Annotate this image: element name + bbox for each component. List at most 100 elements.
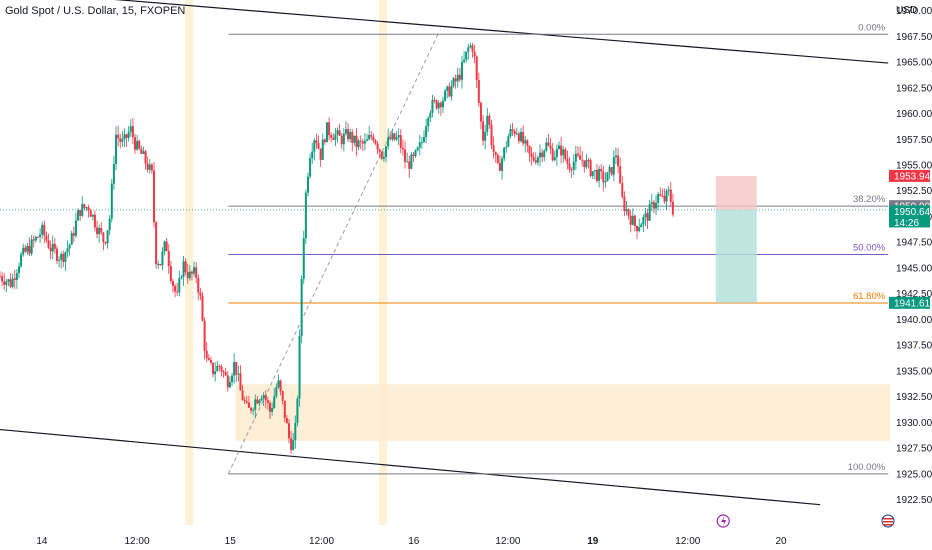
symbol-title[interactable]: Gold Spot / U.S. Dollar, 15, FXOPEN [5,5,186,17]
candle-body [576,153,579,156]
candle-body [121,139,124,142]
candle-body [195,267,198,278]
candle-body [355,135,358,148]
candle-body [344,129,347,134]
candle-body [74,220,77,236]
candle-body [363,140,366,144]
candle-body [501,158,504,171]
candle-body [271,407,274,412]
fib-label-6180: 61.80% [853,291,886,302]
candle-body [566,158,569,164]
candle-body [581,159,584,161]
fib-label-5000: 50.00% [853,243,886,254]
candles-group [0,42,674,454]
channel-upper-line [114,0,889,64]
candle-body [129,126,132,132]
candle-body [446,86,449,91]
candle-body [454,78,457,82]
candle-body [100,227,103,233]
candle-body [507,136,510,147]
flag-icon-stripe-3 [883,524,893,526]
target-price-tag-bg [889,296,930,309]
candle-body [610,167,613,175]
candle-body [431,100,434,113]
candle-body [11,278,14,287]
candle-body [395,137,398,140]
candle-body [621,183,624,197]
candle-body [290,438,293,450]
candle-body [562,149,565,156]
candle-body [564,149,567,159]
candle-body [148,164,151,170]
y-tick-label: 1945.00 [896,263,932,274]
candle-body [349,132,352,140]
candle-body [389,137,392,140]
candle-body [7,279,10,282]
candle-body [376,143,379,150]
candle-body [207,358,210,360]
candle-body [614,155,617,158]
candle-body [66,248,69,253]
candle-body [317,143,320,149]
candle-body [619,166,622,184]
candle-body [511,129,514,131]
candle-body [93,214,96,228]
candle-body [70,233,73,245]
candle-body [41,224,44,235]
candle-body [53,243,56,249]
candle-body [264,395,267,401]
candle-body [32,239,35,241]
candle-body [549,145,552,149]
candle-body [150,164,153,171]
candle-body [169,265,172,281]
currency-label: USD [896,5,918,16]
stop-price-tag: 1953.94 [894,171,931,182]
y-tick-label: 1947.50 [896,238,932,249]
y-tick-label: 1932.50 [896,392,932,403]
candle-body [199,292,202,296]
candle-body [593,170,596,172]
candle-body [667,189,670,191]
candle-body [617,155,620,167]
candle-body [214,371,217,375]
candle-body [640,224,643,228]
candle-body [250,407,253,411]
candle-body [416,147,419,151]
candle-body [325,122,328,143]
y-tick-label: 1962.50 [896,83,932,94]
candle-body [638,227,641,232]
candle-body [34,236,37,241]
candle-body [359,140,362,142]
candle-body [3,281,6,285]
candle-body [406,161,409,163]
candle-body [391,133,394,140]
candle-body [256,399,259,404]
candle-body [612,157,615,175]
session-break-1 [379,0,388,525]
candle-body [332,137,335,140]
flash-icon-bolt [721,516,727,526]
candle-body [30,239,33,254]
candle-body [15,273,18,280]
candle-body [425,126,428,138]
candle-body [456,74,459,82]
candle-body [410,154,413,169]
candle-body [657,194,660,203]
candle-body [427,118,430,127]
x-tick-label: 20 [775,536,787,547]
y-tick-label: 1930.00 [896,418,932,429]
candle-body [9,279,12,287]
candle-body [283,400,286,418]
candle-body [89,210,92,217]
candle-body [235,361,238,375]
candle-body [627,209,630,216]
y-tick-label: 1935.00 [896,366,932,377]
candle-body [188,271,191,279]
y-tick-label: 1960.00 [896,109,932,120]
candle-body [287,423,290,439]
candle-body [469,45,472,48]
candle-body [642,217,645,225]
candle-body [269,402,272,412]
